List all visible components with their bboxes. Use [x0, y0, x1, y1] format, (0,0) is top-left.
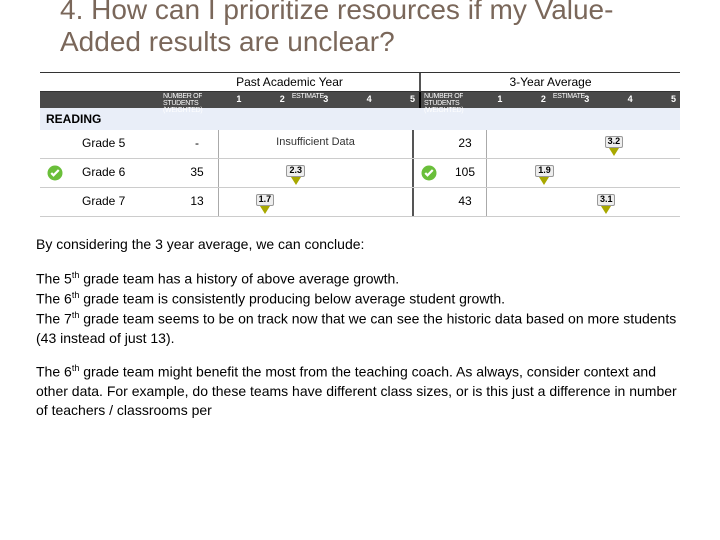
body-text: By considering the 3 year average, we ca… — [0, 227, 720, 420]
chart-avg: 1.9 — [487, 159, 680, 187]
data-table: Past Academic Year 3-Year Average NUMBER… — [40, 72, 680, 217]
count-avg: 23 — [444, 130, 487, 158]
grade-label: Grade 5 — [70, 130, 176, 158]
subject-row: READING — [40, 108, 680, 130]
value-marker: 1.7 — [250, 191, 280, 214]
check-icon — [414, 130, 444, 158]
conclusion-intro: By considering the 3 year average, we ca… — [36, 235, 684, 254]
slide-heading: 4. How can I prioritize resources if my … — [0, 0, 720, 66]
count-past: 13 — [176, 188, 219, 216]
grade-label: Grade 6 — [70, 159, 176, 187]
check-icon — [40, 130, 70, 158]
chart-past: 2.3 — [219, 159, 414, 187]
header-row: Past Academic Year 3-Year Average — [40, 72, 680, 92]
chart-past: Insufficient Data — [219, 130, 414, 158]
header-past: Past Academic Year — [160, 73, 421, 91]
check-icon — [40, 188, 70, 216]
count-past: - — [176, 130, 219, 158]
header-3yr: 3-Year Average — [421, 73, 680, 91]
check-icon — [40, 159, 70, 187]
insufficient-label: Insufficient Data — [219, 136, 412, 148]
count-avg: 43 — [444, 188, 487, 216]
value-marker: 3.1 — [591, 191, 621, 214]
chart-avg: 3.1 — [487, 188, 680, 216]
table-row: Grade 635 2.3 105 1.9 — [40, 159, 680, 188]
conclusion-final: The 6th grade team might benefit the mos… — [36, 362, 684, 421]
table-row: Grade 5-Insufficient Data 23 3.2 — [40, 130, 680, 159]
value-marker: 3.2 — [599, 133, 629, 156]
chart-past: 1.7 — [219, 188, 414, 216]
table-row: Grade 713 1.7 43 3.1 — [40, 188, 680, 217]
value-marker: 2.3 — [281, 162, 311, 185]
scale-row: NUMBER OF STUDENTS (WEIGHTED) 1 2 ESTIMA… — [40, 92, 680, 108]
conclusion-bullets: The 5th grade team has a history of abov… — [36, 269, 684, 348]
value-marker: 1.9 — [529, 162, 559, 185]
subject-label: READING — [40, 108, 172, 130]
chart-avg: 3.2 — [487, 130, 680, 158]
grade-label: Grade 7 — [70, 188, 176, 216]
check-icon — [414, 159, 444, 187]
check-icon — [414, 188, 444, 216]
count-avg: 105 — [444, 159, 487, 187]
count-past: 35 — [176, 159, 219, 187]
